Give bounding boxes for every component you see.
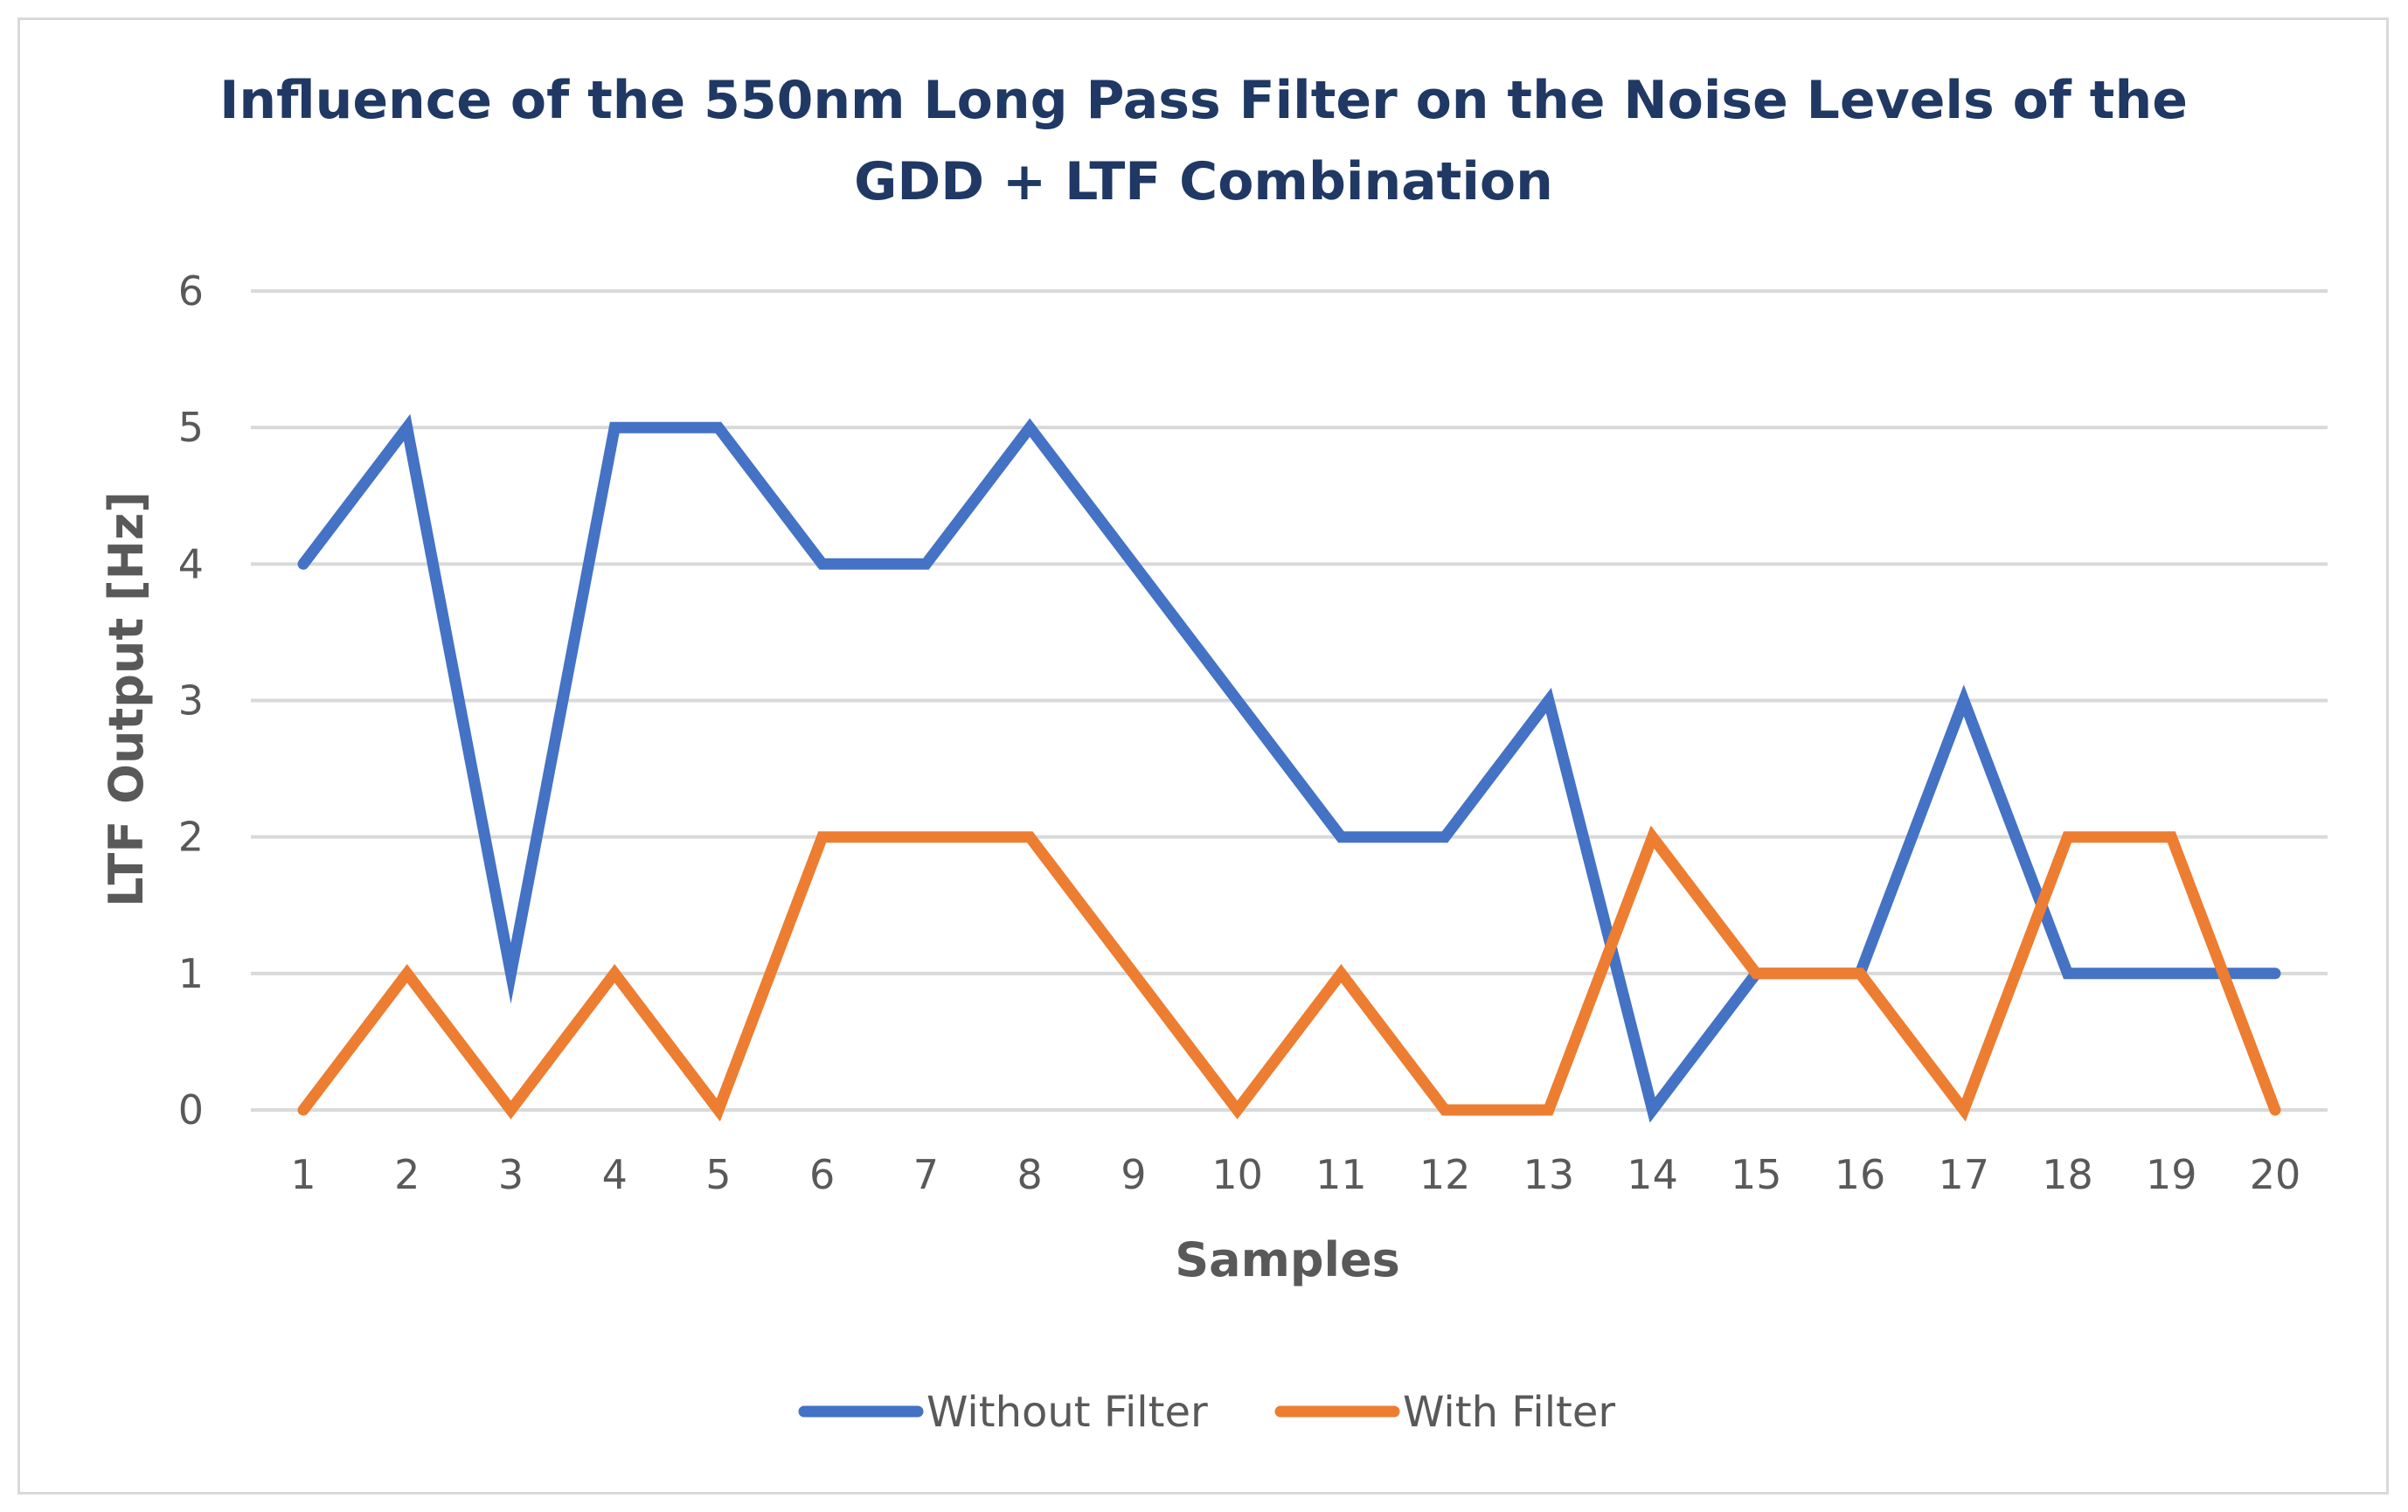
- x-tick-label: 14: [1627, 1151, 1678, 1198]
- data-point: [1336, 832, 1346, 843]
- data-point: [505, 1105, 516, 1115]
- x-tick-label: 11: [1315, 1151, 1367, 1198]
- data-point: [1959, 696, 1969, 706]
- data-point: [1232, 696, 1243, 706]
- y-axis-title: LTF Output [Hz]: [99, 491, 154, 907]
- x-tick-label: 12: [1419, 1151, 1471, 1198]
- y-axis-tick-labels: 0 1 2 3 4 5 6: [178, 267, 204, 1134]
- data-point: [2166, 968, 2176, 979]
- data-point: [2166, 832, 2176, 843]
- legend-label: With Filter: [1403, 1388, 1615, 1437]
- data-point: [1440, 1105, 1450, 1115]
- data-point: [1855, 968, 1865, 979]
- x-tick-label: 1: [290, 1151, 316, 1198]
- x-tick-label: 5: [705, 1151, 731, 1198]
- data-point: [1544, 1105, 1554, 1115]
- x-tick-label: 18: [2042, 1151, 2093, 1198]
- legend-label: Without Filter: [926, 1388, 1208, 1437]
- data-point: [609, 968, 620, 979]
- x-axis-title: Samples: [1175, 1232, 1400, 1287]
- x-tick-label: 3: [498, 1151, 524, 1198]
- x-tick-label: 8: [1017, 1151, 1043, 1198]
- data-point: [1440, 832, 1450, 843]
- x-tick-label: 7: [913, 1151, 939, 1198]
- series-lines: [297, 413, 2281, 1123]
- data-point: [920, 558, 931, 569]
- chart-title-line-2: GDD + LTF Combination: [854, 151, 1553, 212]
- legend: Without Filter With Filter: [798, 1388, 1615, 1437]
- x-tick-label: 17: [1939, 1151, 1990, 1198]
- data-point: [1232, 1105, 1243, 1115]
- data-point: [1751, 968, 1761, 979]
- chart-frame: [17, 17, 2389, 1495]
- data-point: [1648, 832, 1658, 843]
- x-tick-label: 20: [2250, 1151, 2301, 1198]
- y-tick-label: 3: [178, 677, 204, 725]
- data-point: [298, 1105, 309, 1115]
- y-tick-label: 1: [178, 950, 204, 997]
- data-point: [2270, 1105, 2280, 1115]
- data-point: [298, 558, 309, 569]
- chart-title-line-1: Influence of the 550nm Long Pass Filter …: [219, 70, 2188, 131]
- data-point: [505, 968, 516, 979]
- data-point: [1648, 1105, 1658, 1115]
- data-point: [402, 968, 413, 979]
- x-tick-label: 16: [1835, 1151, 1886, 1198]
- data-point: [1128, 968, 1139, 979]
- x-tick-label: 6: [809, 1151, 835, 1198]
- data-point: [1024, 422, 1035, 433]
- series-line-without-filter: [297, 413, 2281, 1123]
- data-point: [1959, 1105, 1969, 1115]
- x-tick-label: 10: [1211, 1151, 1263, 1198]
- data-point: [609, 422, 620, 433]
- data-point: [2270, 968, 2280, 979]
- data-point: [817, 558, 828, 569]
- chart-title: Influence of the 550nm Long Pass Filter …: [219, 70, 2188, 212]
- x-tick-label: 19: [2146, 1151, 2197, 1198]
- data-point: [713, 1105, 724, 1115]
- data-point: [1128, 558, 1139, 569]
- gridlines: [251, 289, 2328, 1112]
- x-tick-label: 9: [1121, 1151, 1146, 1198]
- y-tick-label: 6: [178, 267, 204, 315]
- x-tick-label: 15: [1731, 1151, 1782, 1198]
- x-tick-label: 13: [1523, 1151, 1575, 1198]
- y-tick-label: 0: [178, 1086, 204, 1134]
- data-point: [817, 832, 828, 843]
- series-line-with-filter: [297, 825, 2281, 1122]
- y-tick-label: 2: [178, 814, 204, 861]
- x-tick-label: 4: [602, 1151, 628, 1198]
- data-point: [920, 832, 931, 843]
- y-tick-label: 4: [178, 540, 204, 587]
- data-point: [2063, 968, 2073, 979]
- data-point: [1024, 832, 1035, 843]
- data-point: [1336, 968, 1346, 979]
- data-point: [2063, 832, 2073, 843]
- data-point: [1544, 696, 1554, 706]
- x-tick-label: 2: [394, 1151, 420, 1198]
- y-tick-label: 5: [178, 404, 204, 451]
- data-point: [713, 422, 724, 433]
- x-axis-tick-labels: 1 2 3 4 5 6 7 8 9 10 11 12 13 14 15 16 17 18 19 20: [290, 1151, 2300, 1198]
- data-point: [402, 422, 413, 433]
